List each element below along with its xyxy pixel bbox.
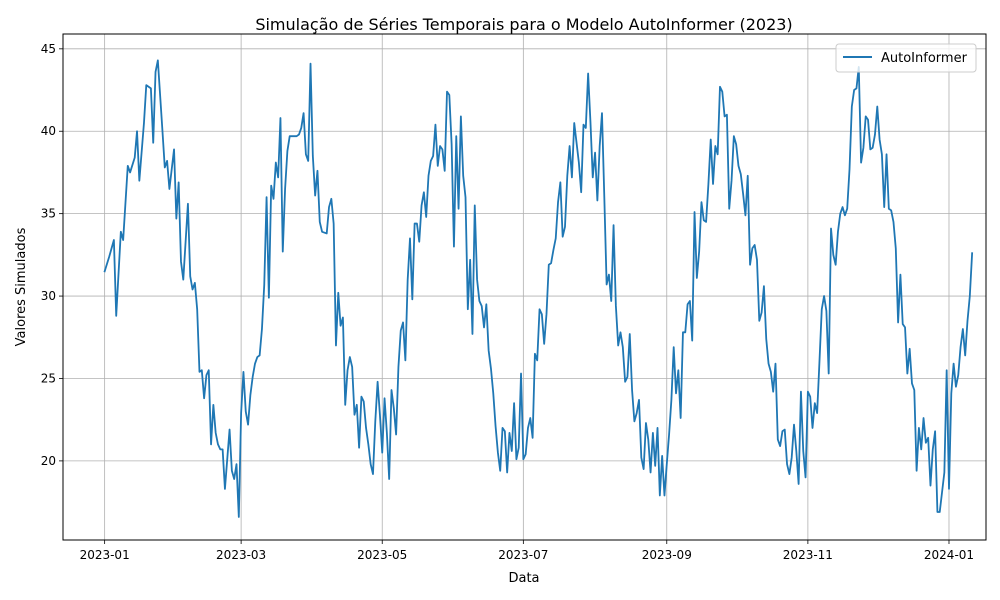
x-tick-label: 2023-11 [783, 548, 833, 562]
x-axis: 2023-01 2023-03 2023-05 2023-07 2023-09 2023-… [80, 540, 974, 562]
y-axis-label: Valores Simulados [14, 227, 29, 346]
legend-box [835, 43, 977, 73]
y-tick-label: 45 [41, 42, 56, 56]
x-tick-label: 2023-03 [216, 548, 266, 562]
x-tick-label: 2023-01 [80, 548, 130, 562]
grid-lines [63, 34, 986, 540]
x-tick-label: 2023-05 [357, 548, 407, 562]
y-axis: 20 25 30 35 40 45 [41, 42, 63, 468]
y-tick-label: 25 [41, 371, 56, 385]
legend-label: AutoInformer [881, 51, 968, 66]
y-tick-label: 40 [41, 124, 56, 138]
y-tick-label: 35 [41, 207, 56, 221]
x-tick-label: 2023-07 [498, 548, 548, 562]
series-line-autoinformer [103, 59, 974, 518]
series-layer [103, 59, 974, 518]
y-tick-label: 20 [41, 454, 56, 468]
x-axis-label: Data [508, 571, 539, 586]
y-tick-label: 30 [41, 289, 56, 303]
x-tick-label: 2024-01 [924, 548, 974, 562]
x-tick-label: 2023-09 [642, 548, 692, 562]
chart-title: Simulação de Séries Temporais para o Mod… [255, 15, 792, 34]
plot-area [63, 34, 986, 540]
legend: AutoInformer [835, 43, 977, 73]
plot-frame [62, 33, 987, 541]
